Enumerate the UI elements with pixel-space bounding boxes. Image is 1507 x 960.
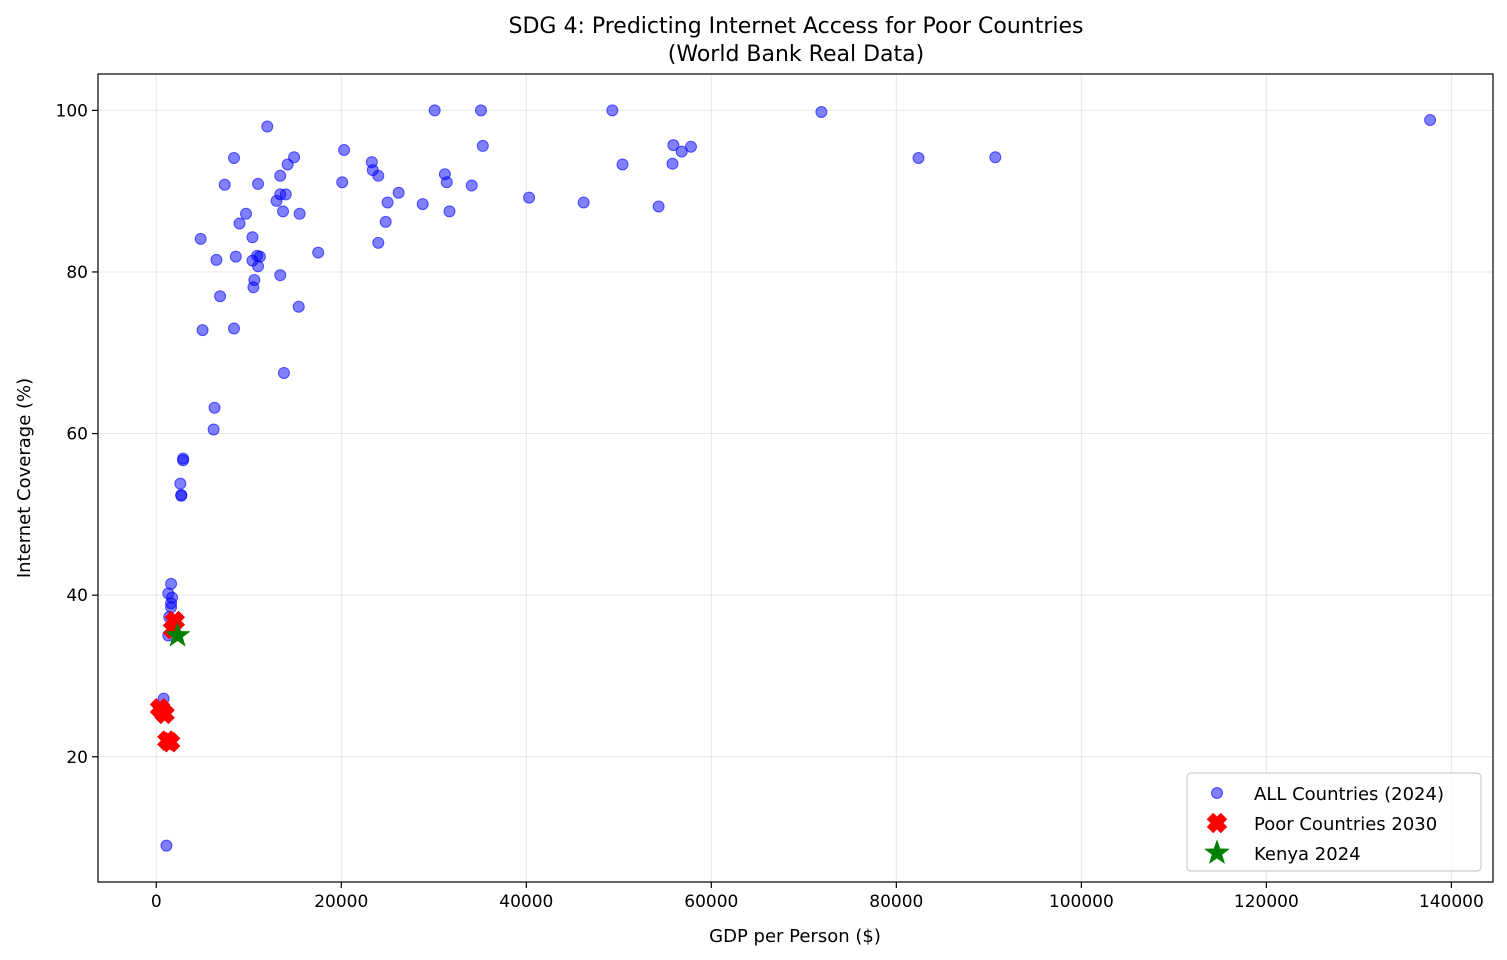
data-point <box>684 140 697 153</box>
data-point <box>261 120 274 133</box>
data-point <box>428 104 441 117</box>
chart-title: SDG 4: Predicting Internet Access for Po… <box>509 14 1084 39</box>
data-point <box>233 217 246 230</box>
projection-marker <box>154 703 175 725</box>
series-1 <box>149 610 186 753</box>
data-point <box>606 104 619 117</box>
projection-marker <box>159 731 181 753</box>
x-tick-label: 80000 <box>869 892 923 912</box>
y-tick-label: 40 <box>66 586 88 606</box>
data-point <box>227 322 240 335</box>
data-point <box>207 423 220 436</box>
plot-frame <box>97 73 1494 883</box>
data-point <box>229 250 242 263</box>
data-point <box>277 205 290 218</box>
legend: ALL Countries (2024) Poor Countries 2030 K… <box>1186 772 1482 872</box>
legend-marker-circle <box>1211 787 1223 799</box>
data-point <box>240 207 253 220</box>
data-point <box>252 177 265 190</box>
data-point <box>194 232 207 245</box>
data-point <box>218 178 231 191</box>
x-tick-label: 140000 <box>1419 892 1484 912</box>
x-tick-label: 40000 <box>499 892 553 912</box>
data-point <box>293 207 306 220</box>
data-point <box>336 176 349 189</box>
data-point <box>815 105 828 118</box>
data-point <box>1424 114 1437 127</box>
legend-box <box>1186 772 1482 872</box>
axis-ticks: 0 20000 40000 60000 80000 100000 120000 140000 2… <box>56 101 1484 912</box>
legend-label: Poor Countries 2030 <box>1254 814 1437 835</box>
y-tick-label: 80 <box>66 263 88 283</box>
data-point <box>652 200 665 213</box>
data-point <box>288 151 301 164</box>
data-point <box>465 179 478 192</box>
data-point <box>246 231 259 244</box>
x-tick-label: 120000 <box>1234 892 1299 912</box>
data-point <box>227 152 240 165</box>
x-tick-label: 60000 <box>684 892 738 912</box>
data-point <box>523 191 536 204</box>
series-0 <box>157 104 1437 852</box>
data-point <box>253 250 266 263</box>
highlight-marker <box>164 621 191 647</box>
legend-label: ALL Countries (2024) <box>1254 784 1444 805</box>
series-2 <box>164 621 191 647</box>
legend-marker-star <box>1203 839 1231 865</box>
data-point <box>312 246 325 259</box>
data-point <box>174 477 187 490</box>
data-point <box>165 577 178 590</box>
data-point <box>277 366 290 379</box>
x-tick-label: 20000 <box>314 892 368 912</box>
x-axis-label: GDP per Person ($) <box>709 926 881 947</box>
data-point <box>381 196 394 209</box>
data-point <box>989 151 1002 164</box>
data-point <box>279 188 292 201</box>
data-point <box>392 186 405 199</box>
data-point <box>416 198 429 211</box>
data-point <box>274 269 287 282</box>
x-tick-label: 100000 <box>1049 892 1114 912</box>
data-point <box>214 290 227 303</box>
data-point <box>912 152 925 165</box>
data-point <box>372 236 385 249</box>
data-point <box>208 401 221 414</box>
data-point <box>474 104 487 117</box>
y-tick-label: 100 <box>56 101 88 121</box>
data-point <box>667 139 680 152</box>
data-point <box>196 324 209 337</box>
data-point <box>175 488 188 501</box>
data-point <box>210 253 223 266</box>
data-point <box>666 157 679 170</box>
y-tick-label: 20 <box>66 748 88 768</box>
data-marks <box>149 104 1437 852</box>
data-point <box>177 452 190 465</box>
data-point <box>616 158 629 171</box>
y-axis-label: Internet Coverage (%) <box>14 378 35 578</box>
data-point <box>274 169 287 182</box>
data-point <box>379 215 392 228</box>
data-point <box>292 300 305 313</box>
chart-subtitle: (World Bank Real Data) <box>668 42 924 67</box>
data-point <box>443 205 456 218</box>
data-point <box>675 145 688 158</box>
data-point <box>577 196 590 209</box>
data-point <box>365 156 378 169</box>
grid <box>98 74 1493 882</box>
data-point <box>438 168 451 181</box>
data-point <box>338 143 351 156</box>
y-tick-label: 60 <box>66 425 88 445</box>
legend-marker-x <box>1206 812 1228 834</box>
legend-label: Kenya 2024 <box>1254 844 1361 865</box>
data-point <box>248 274 261 287</box>
x-tick-label: 0 <box>151 892 162 912</box>
data-point <box>476 139 489 152</box>
data-point <box>160 839 173 852</box>
